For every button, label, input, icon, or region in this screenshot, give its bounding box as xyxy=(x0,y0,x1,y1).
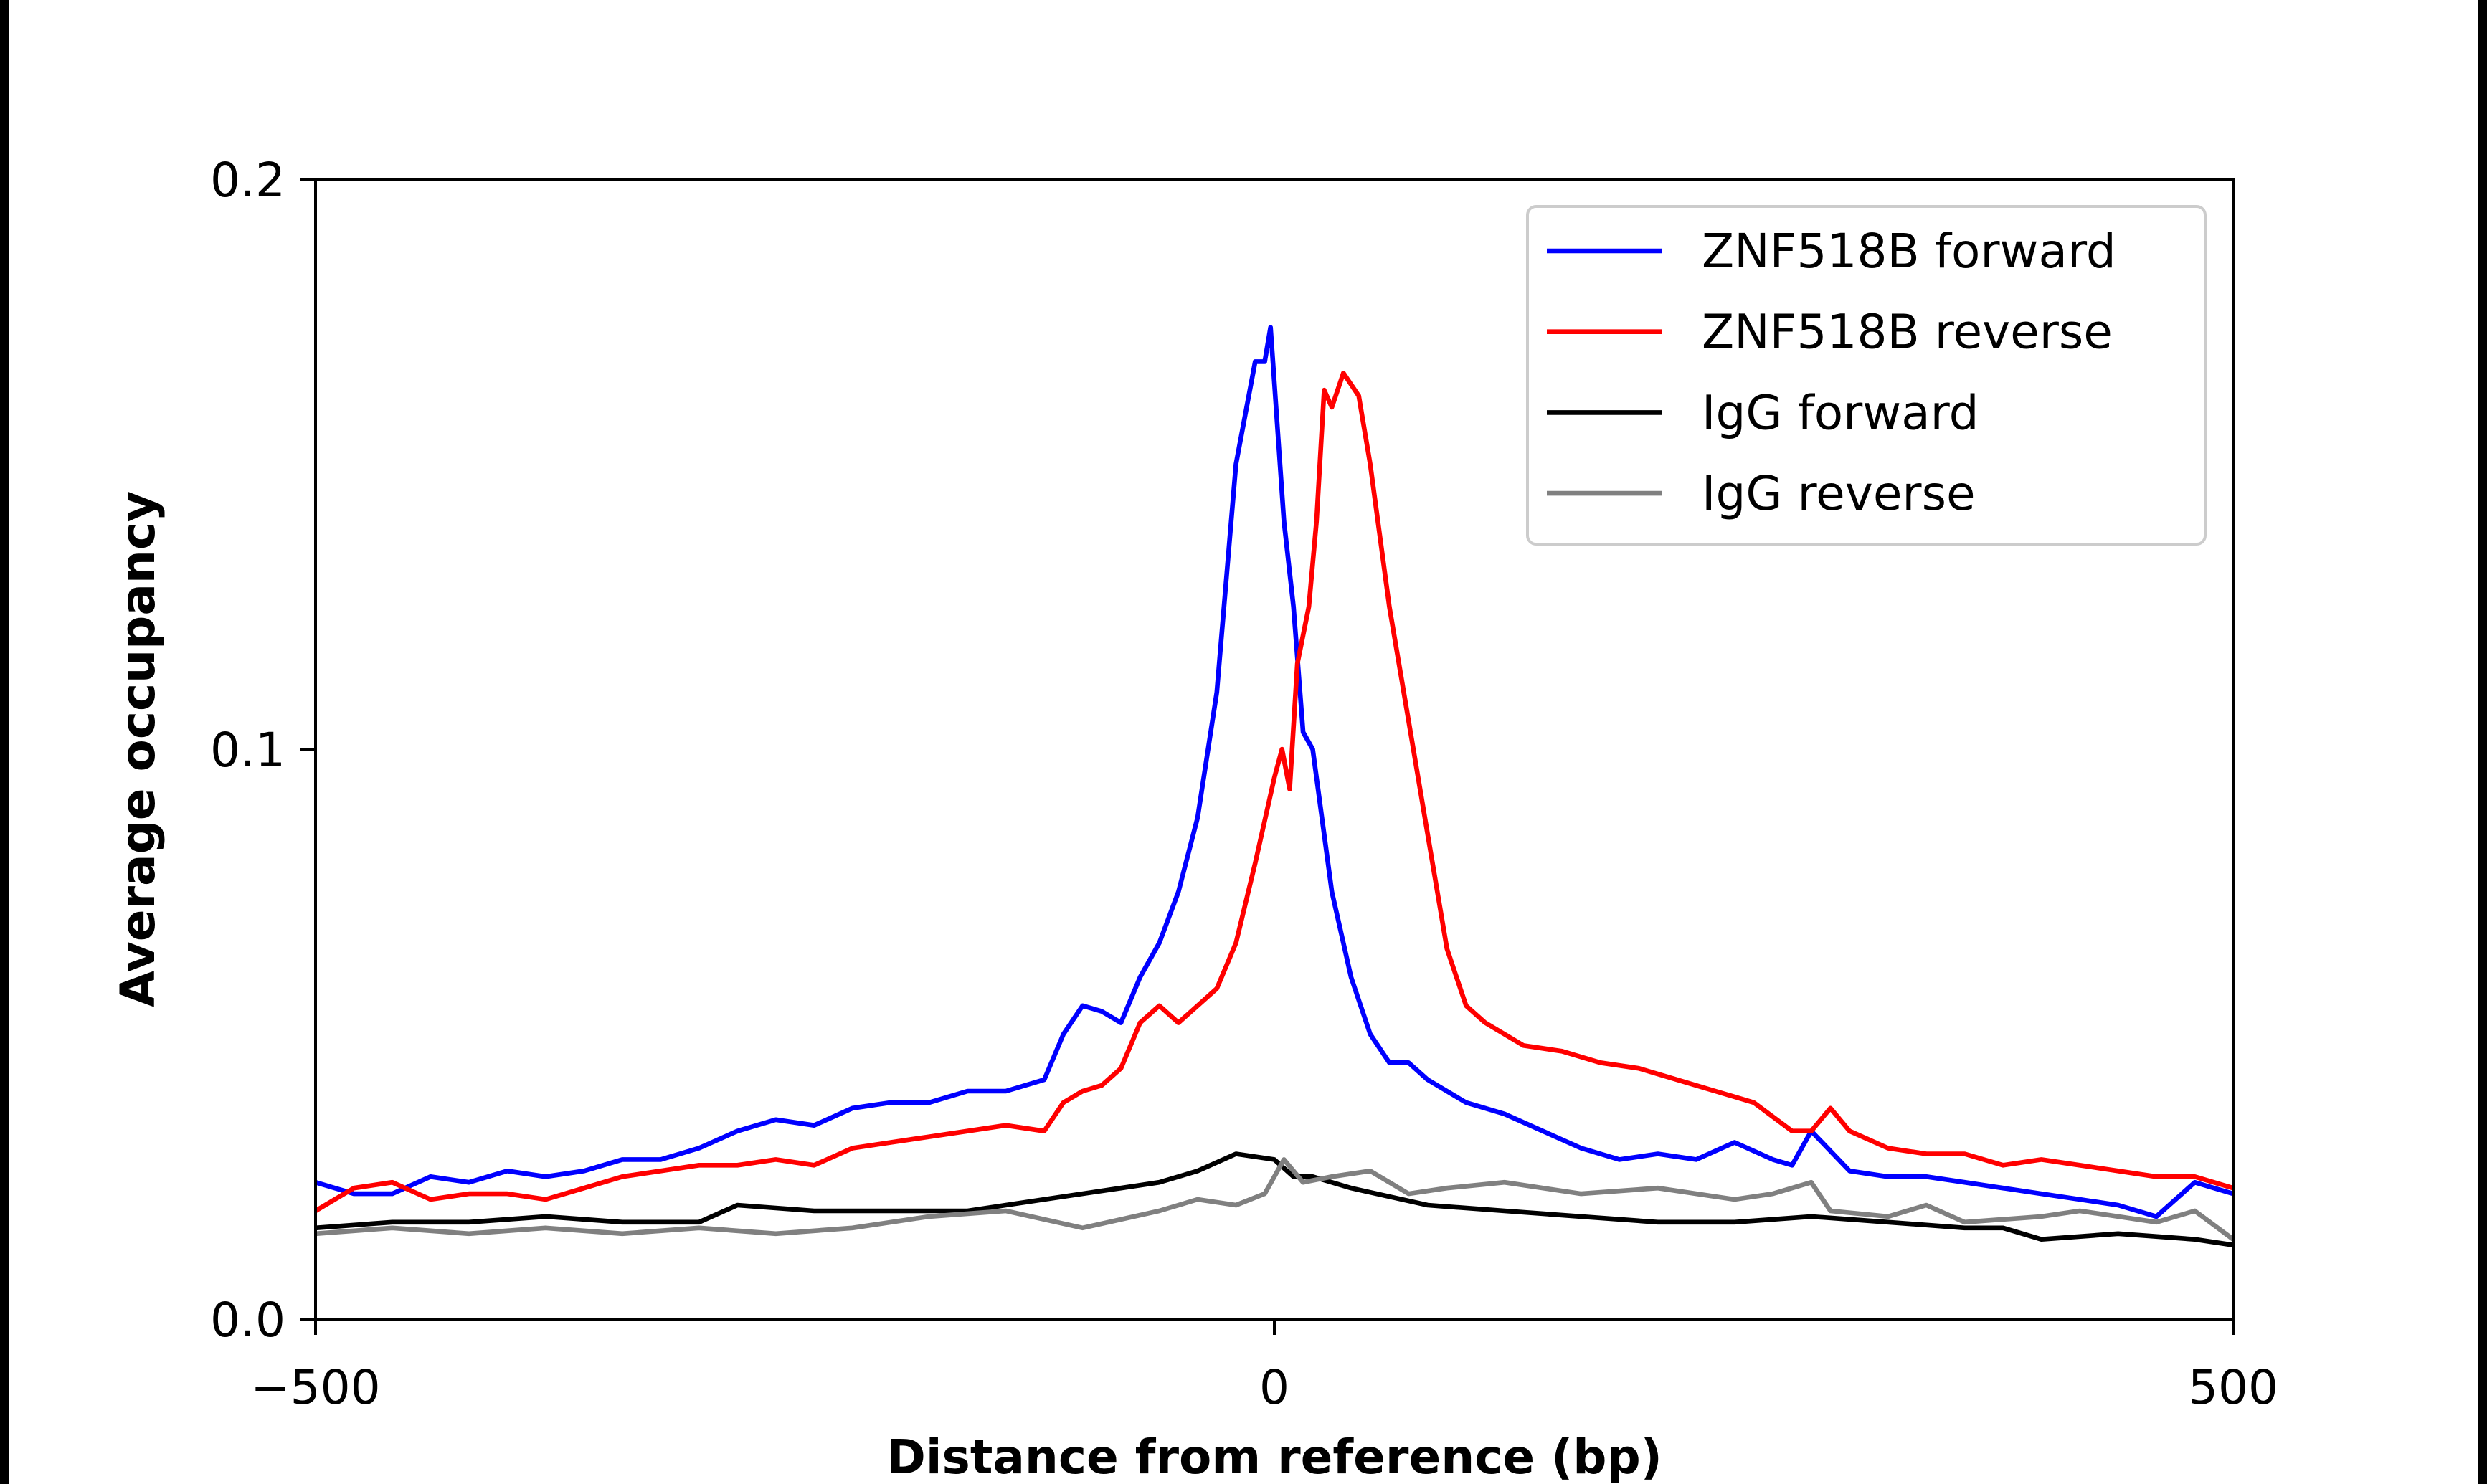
x-tick-label: 500 xyxy=(2188,1360,2278,1415)
y-axis-label: Average occupancy xyxy=(110,491,166,1007)
x-tick-label: −500 xyxy=(250,1360,380,1415)
series-layer xyxy=(314,325,2235,1247)
legend-entry: IgG forward xyxy=(1547,385,1979,440)
legend-label: ZNF518B reverse xyxy=(1702,305,2113,360)
legend-entry: ZNF518B reverse xyxy=(1547,305,2113,360)
ticks-layer: −500 0 500 0.0 0.1 0.2 xyxy=(210,153,2278,1415)
y-tick-label: 0.0 xyxy=(210,1293,285,1348)
legend-label: IgG reverse xyxy=(1702,466,1976,521)
series-line-igg-forward xyxy=(315,1151,2234,1247)
legend: ZNF518B forward ZNF518B reverse IgG forwar… xyxy=(1526,205,2207,546)
y-tick-label: 0.2 xyxy=(210,153,285,208)
y-tick-label: 0.1 xyxy=(210,723,285,778)
series-line-znf518b-forward xyxy=(315,325,2234,1219)
series-line-igg-reverse xyxy=(315,1157,2235,1242)
left-border xyxy=(0,0,9,1484)
legend-label: ZNF518B forward xyxy=(1702,224,2116,279)
legend-box xyxy=(1526,205,2207,546)
legend-entry: IgG reverse xyxy=(1547,466,1976,521)
series-line-znf518b-reverse xyxy=(314,371,2234,1213)
right-border xyxy=(2478,0,2487,1484)
legend-label: IgG forward xyxy=(1702,385,1979,440)
x-tick-label: 0 xyxy=(1259,1360,1289,1415)
legend-entry: ZNF518B forward xyxy=(1547,224,2116,279)
x-axis-label: Distance from reference (bp) xyxy=(886,1430,1662,1484)
